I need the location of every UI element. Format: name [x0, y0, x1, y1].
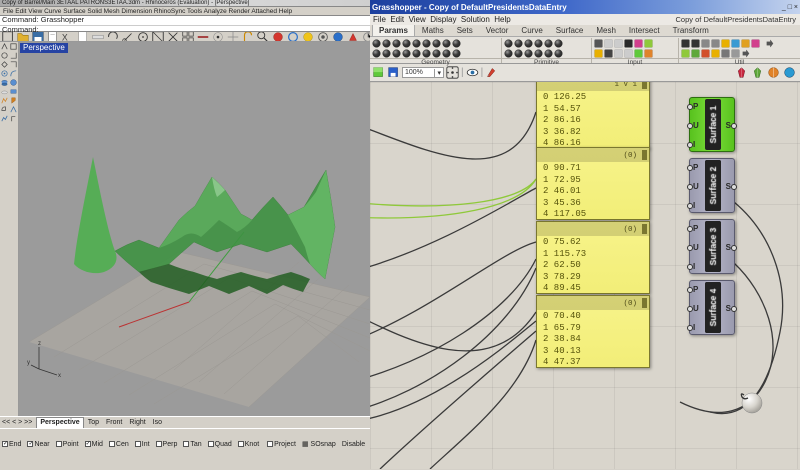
svg-text:z: z	[38, 341, 41, 347]
svg-text:y: y	[27, 360, 30, 366]
svg-text:x: x	[58, 373, 61, 377]
svg-text:X: X	[62, 32, 68, 42]
